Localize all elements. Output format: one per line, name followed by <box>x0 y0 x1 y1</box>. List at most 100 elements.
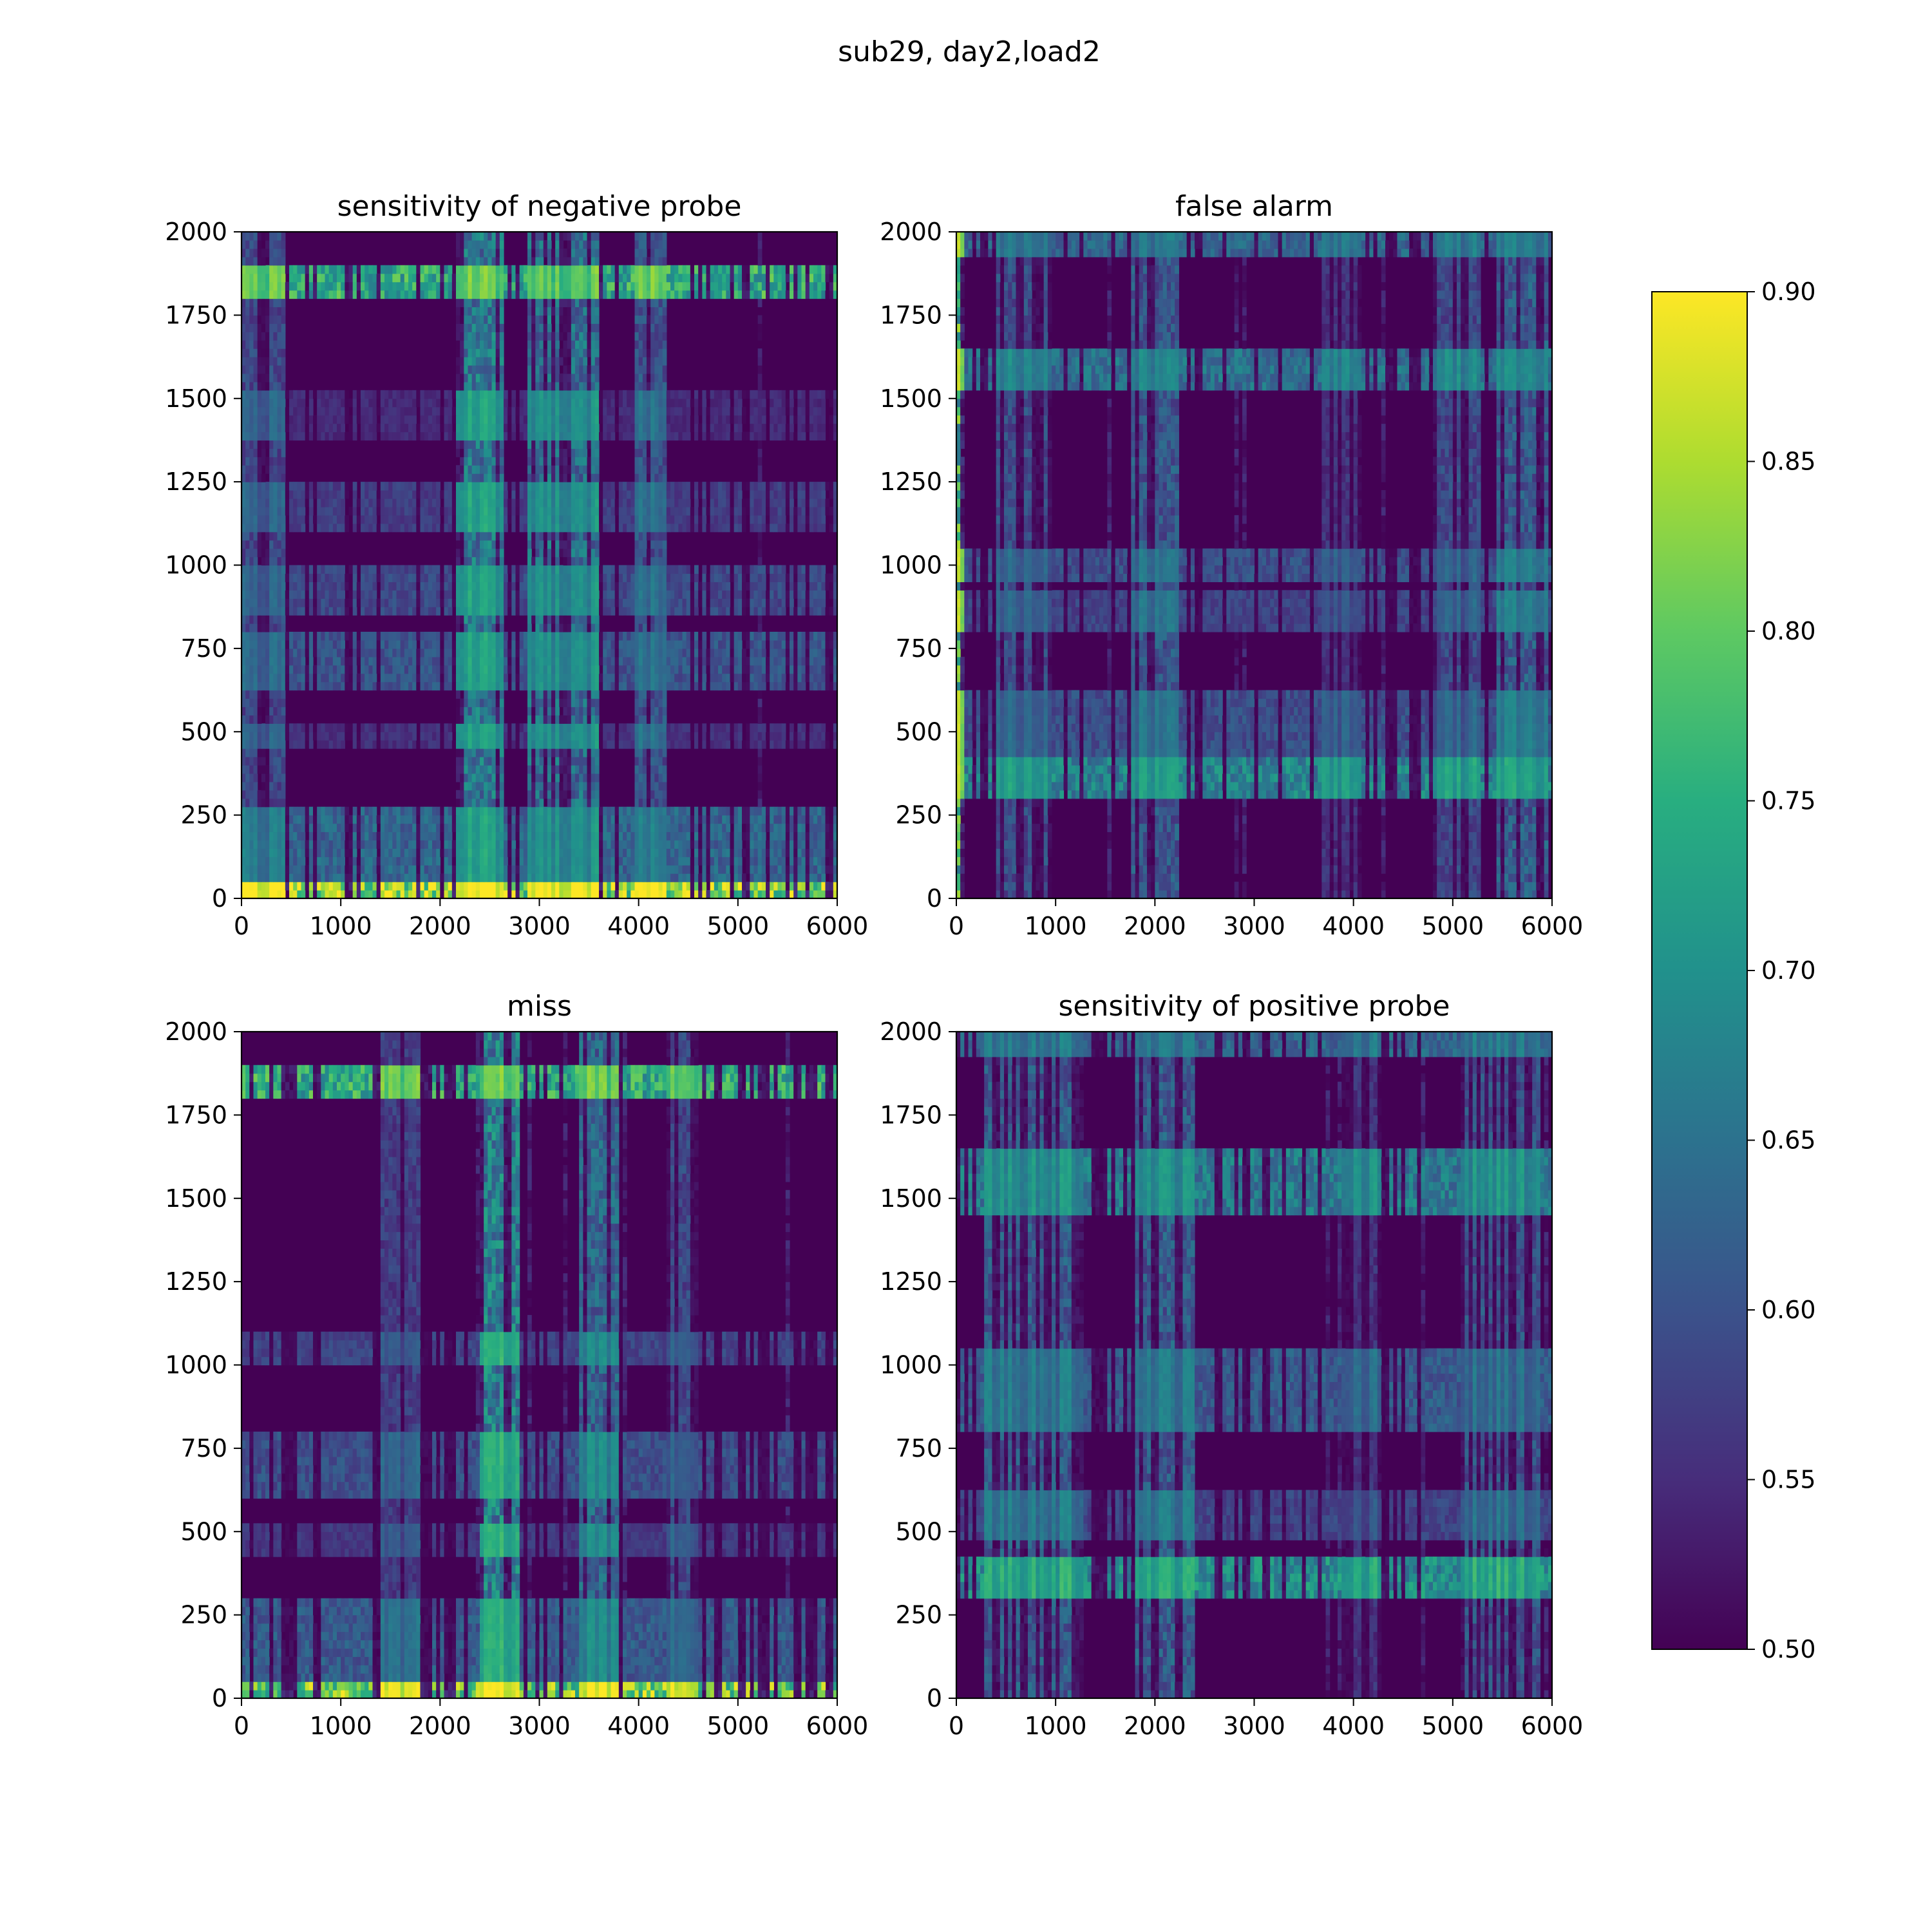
heatmap-cell <box>634 540 639 549</box>
heatmap-cell <box>571 623 576 632</box>
heatmap-cell <box>356 632 361 641</box>
heatmap-cell <box>527 590 532 599</box>
heatmap-cell <box>583 548 588 558</box>
heatmap-cell <box>480 648 484 658</box>
heatmap-cell <box>654 823 659 833</box>
heatmap-cell <box>440 890 445 898</box>
heatmap-cell <box>432 681 437 691</box>
heatmap-cell <box>380 890 385 898</box>
heatmap-cell <box>559 531 564 541</box>
heatmap-cell <box>753 865 759 874</box>
heatmap-cell <box>456 531 460 541</box>
heatmap-cell <box>650 540 655 549</box>
heatmap-cell <box>376 607 381 616</box>
heatmap-cell <box>352 890 357 898</box>
heatmap-cell <box>753 873 759 882</box>
heatmap-cell <box>341 831 345 841</box>
heatmap-cell <box>547 632 552 641</box>
heatmap-cell <box>448 515 453 524</box>
heatmap-cell <box>451 639 457 649</box>
heatmap-cell <box>813 865 818 874</box>
heatmap-cell <box>273 781 278 791</box>
heatmap-cell <box>567 890 572 898</box>
heatmap-cell <box>265 648 270 658</box>
heatmap-cell <box>253 840 258 849</box>
heatmap-cell <box>658 681 663 691</box>
heatmap-cell <box>583 515 588 524</box>
heatmap-cell <box>365 815 369 824</box>
heatmap-cell <box>444 565 449 574</box>
heatmap-cell <box>742 590 746 599</box>
heatmap-cell <box>504 639 508 649</box>
heatmap-cell <box>348 865 354 874</box>
heatmap-cell <box>797 598 802 607</box>
heatmap-cell <box>726 890 731 898</box>
heatmap-cell <box>567 573 572 582</box>
heatmap-cell <box>543 523 548 533</box>
heatmap-cell <box>301 523 306 533</box>
heatmap-cell <box>495 665 500 674</box>
heatmap-cell <box>341 573 345 582</box>
heatmap-cell <box>634 865 639 874</box>
heatmap-cell <box>539 573 544 582</box>
heatmap-cell <box>750 523 755 533</box>
heatmap-cell <box>356 882 361 891</box>
heatmap-cell <box>710 890 715 898</box>
heatmap-cell <box>301 573 306 582</box>
heatmap-cell <box>471 573 477 582</box>
heatmap-cell <box>666 565 671 574</box>
heatmap-cell <box>420 740 425 749</box>
heatmap-cell <box>547 573 552 582</box>
heatmap-cell <box>356 590 361 599</box>
heatmap-cell <box>583 698 588 708</box>
heatmap-cell <box>527 732 532 741</box>
heatmap-cell <box>790 656 794 666</box>
heatmap-cell <box>471 648 477 658</box>
heatmap-cell <box>245 740 250 749</box>
heatmap-cell <box>634 890 639 898</box>
heatmap-cell <box>511 573 516 582</box>
heatmap-cell <box>361 723 365 732</box>
heatmap-cell <box>710 740 715 749</box>
heatmap-cell <box>356 639 361 649</box>
heatmap-cell <box>253 798 258 808</box>
heatmap-cell <box>575 623 580 632</box>
heatmap-cell <box>273 607 278 616</box>
heatmap-cell <box>412 848 417 857</box>
heatmap-cell <box>603 815 607 824</box>
heatmap-cell <box>416 673 421 683</box>
heatmap-cell <box>511 815 516 824</box>
heatmap-cell <box>289 865 294 874</box>
heatmap-cell <box>702 873 707 882</box>
heatmap-cell <box>376 632 381 641</box>
heatmap-cell <box>591 798 596 808</box>
heatmap-cell <box>694 890 699 898</box>
heatmap-cell <box>737 740 743 749</box>
heatmap-cell <box>451 740 457 749</box>
heatmap-cell <box>555 748 560 757</box>
heatmap-cell <box>821 523 826 533</box>
heatmap-cell <box>750 590 755 599</box>
heatmap-cell <box>535 831 540 841</box>
heatmap-cell <box>650 590 655 599</box>
heatmap-cell <box>464 748 469 757</box>
heatmap-cell <box>448 607 453 616</box>
heatmap-cell <box>761 648 766 658</box>
heatmap-cell <box>611 873 616 882</box>
heatmap-cell <box>567 848 572 857</box>
heatmap-cell <box>519 515 524 524</box>
heatmap-cell <box>440 573 445 582</box>
heatmap-cell <box>714 523 719 533</box>
heatmap-cell <box>801 565 806 574</box>
heatmap-cell <box>432 873 437 882</box>
heatmap-cell <box>535 806 540 816</box>
heatmap-cell <box>432 607 437 616</box>
heatmap-cell <box>638 865 643 874</box>
heatmap-cell <box>571 848 576 857</box>
heatmap-cell <box>638 698 643 708</box>
heatmap-cell <box>630 857 636 866</box>
heatmap-cell <box>313 590 317 599</box>
heatmap-cell <box>277 556 282 566</box>
heatmap-cell <box>257 582 262 591</box>
heatmap-cell <box>670 823 675 833</box>
